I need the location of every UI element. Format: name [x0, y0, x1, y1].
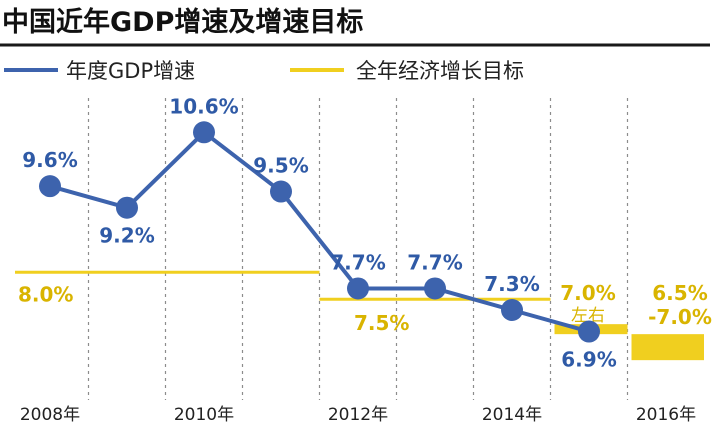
- x-tick-2012: 2012年: [328, 405, 388, 425]
- gdp-line: [49, 130, 590, 334]
- gdp-point-2010: [193, 121, 215, 144]
- target-note-2015: 左右: [571, 306, 605, 326]
- gdp-label-2012: 7.7%: [330, 250, 385, 274]
- target-label-2016-low: 6.5%: [652, 281, 707, 305]
- chart-title: 中国近年GDP增速及增速目标: [2, 6, 363, 38]
- gdp-label-2010: 10.6%: [169, 94, 238, 118]
- gdp-point-2014: [501, 299, 523, 321]
- target-band-2016: [631, 334, 704, 361]
- gdp-point-2011: [270, 180, 292, 203]
- gdp-label-2008: 9.6%: [22, 148, 77, 172]
- x-axis-ticks: 2008年 2010年 2012年 2014年 2016年: [20, 405, 696, 425]
- legend-label-target: 全年经济增长目标: [356, 59, 524, 83]
- gdp-label-2014: 7.3%: [484, 272, 539, 296]
- target-label-2008-2011: 8.0%: [18, 282, 73, 306]
- gdp-series: [39, 121, 600, 343]
- x-tick-2010: 2010年: [174, 405, 234, 425]
- x-tick-2016: 2016年: [636, 405, 696, 425]
- target-label-2012-2014: 7.5%: [354, 311, 409, 335]
- gdp-label-2009: 9.2%: [99, 224, 154, 248]
- gdp-point-2008: [39, 175, 61, 198]
- gdp-label-2015: 6.9%: [561, 348, 616, 372]
- target-label-2016-high: -7.0%: [648, 305, 712, 329]
- gdp-point-2012: [347, 277, 369, 300]
- gdp-label-2013: 7.7%: [407, 250, 462, 274]
- x-tick-2014: 2014年: [482, 405, 542, 425]
- target-label-2015: 7.0%: [560, 281, 615, 305]
- x-tick-2008: 2008年: [20, 405, 80, 425]
- gdp-point-2013: [424, 277, 446, 300]
- gdp-label-2011: 9.5%: [253, 154, 308, 178]
- gdp-point-2015: [578, 320, 600, 343]
- legend-label-gdp: 年度GDP增速: [66, 59, 195, 83]
- data-labels: 9.6% 9.2% 10.6% 9.5% 7.7% 7.7% 7.3% 6.9%: [22, 94, 616, 371]
- gdp-point-2009: [116, 196, 138, 219]
- legend: 年度GDP增速 全年经济增长目标: [4, 59, 524, 83]
- grid-lines: [87, 98, 629, 400]
